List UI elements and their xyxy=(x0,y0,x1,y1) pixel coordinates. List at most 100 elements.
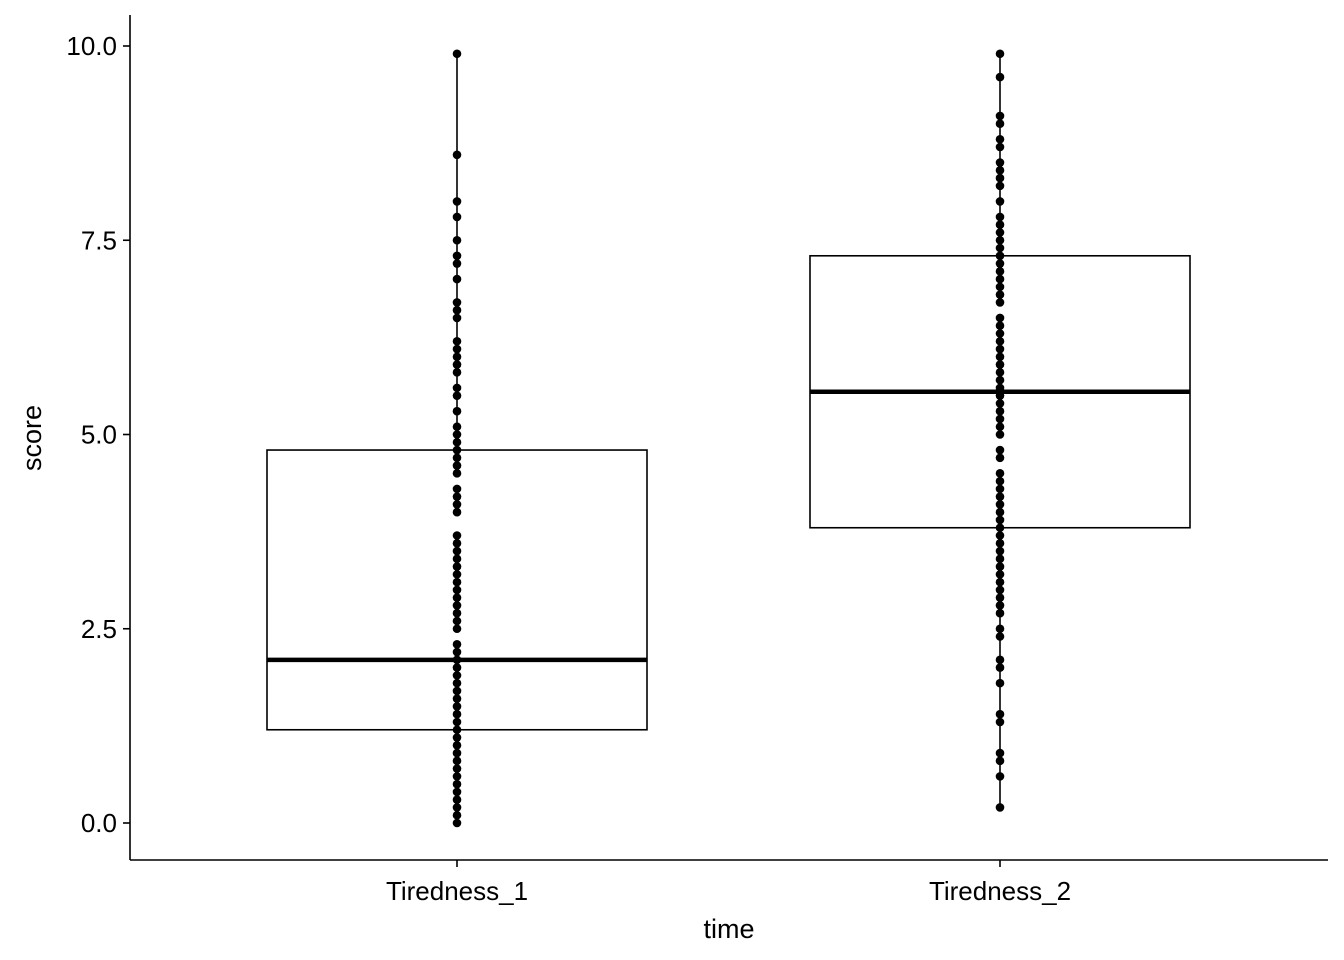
data-point-tiredness-1 xyxy=(452,484,462,494)
data-point-tiredness-2 xyxy=(995,577,1005,587)
data-point-tiredness-1 xyxy=(452,336,462,346)
data-point-tiredness-2 xyxy=(995,321,1005,331)
data-point-tiredness-2 xyxy=(995,134,1005,144)
data-point-tiredness-1 xyxy=(452,554,462,564)
y-axis-title: score xyxy=(17,405,47,471)
data-point-tiredness-2 xyxy=(995,632,1005,641)
data-point-tiredness-1 xyxy=(452,492,462,501)
data-point-tiredness-2 xyxy=(995,445,1005,455)
data-point-tiredness-1 xyxy=(452,678,462,688)
data-point-tiredness-1 xyxy=(452,368,462,377)
data-point-tiredness-1 xyxy=(452,577,462,587)
data-point-tiredness-1 xyxy=(452,251,462,261)
data-point-tiredness-2 xyxy=(995,655,1005,665)
data-point-tiredness-1 xyxy=(452,352,462,362)
data-point-tiredness-1 xyxy=(452,298,462,307)
data-point-tiredness-2 xyxy=(995,748,1005,758)
data-point-tiredness-1 xyxy=(452,810,462,820)
data-point-tiredness-2 xyxy=(995,72,1005,82)
data-point-tiredness-1 xyxy=(452,663,462,672)
x-ticks: Tiredness_1 Tiredness_2 xyxy=(386,860,1071,906)
data-point-tiredness-1 xyxy=(452,259,462,268)
data-point-tiredness-1 xyxy=(452,445,462,455)
data-point-tiredness-2 xyxy=(995,593,1005,602)
data-point-tiredness-2 xyxy=(995,158,1005,167)
data-point-tiredness-1 xyxy=(452,741,462,750)
data-point-tiredness-2 xyxy=(995,406,1005,416)
data-point-tiredness-1 xyxy=(452,570,462,579)
data-point-tiredness-2 xyxy=(995,375,1005,385)
data-point-tiredness-1 xyxy=(452,733,462,742)
data-point-tiredness-1 xyxy=(452,437,462,447)
data-point-tiredness-1 xyxy=(452,779,462,789)
data-point-tiredness-2 xyxy=(995,709,1005,719)
data-point-tiredness-1 xyxy=(452,725,462,735)
data-point-tiredness-2 xyxy=(995,523,1005,533)
data-point-tiredness-2 xyxy=(995,259,1005,268)
data-point-tiredness-2 xyxy=(995,507,1005,517)
data-point-tiredness-2 xyxy=(995,469,1005,478)
data-point-tiredness-1 xyxy=(452,391,462,400)
data-point-tiredness-1 xyxy=(452,748,462,758)
data-point-tiredness-1 xyxy=(452,235,462,245)
data-point-tiredness-1 xyxy=(452,150,462,160)
data-point-tiredness-2 xyxy=(995,142,1005,152)
data-point-tiredness-2 xyxy=(995,360,1005,369)
data-point-tiredness-2 xyxy=(995,772,1005,781)
data-point-tiredness-2 xyxy=(995,601,1005,610)
data-point-tiredness-2 xyxy=(995,220,1005,230)
data-point-tiredness-1 xyxy=(452,546,462,556)
data-point-tiredness-2 xyxy=(995,267,1005,276)
data-point-tiredness-1 xyxy=(452,383,462,393)
data-point-tiredness-2 xyxy=(995,562,1005,571)
data-point-tiredness-1 xyxy=(452,422,462,432)
data-point-tiredness-1 xyxy=(452,274,462,284)
x-tick-label: Tiredness_2 xyxy=(929,876,1071,906)
data-point-tiredness-1 xyxy=(452,647,462,657)
data-point-tiredness-2 xyxy=(995,430,1005,439)
data-point-tiredness-1 xyxy=(452,461,462,470)
data-point-tiredness-2 xyxy=(995,414,1005,424)
x-axis-title: time xyxy=(703,914,754,944)
data-point-tiredness-1 xyxy=(452,49,462,59)
data-point-tiredness-1 xyxy=(452,702,462,711)
data-point-tiredness-2 xyxy=(995,49,1005,59)
points-layer xyxy=(452,49,1005,828)
data-point-tiredness-1 xyxy=(452,709,462,719)
data-point-tiredness-2 xyxy=(995,298,1005,307)
data-point-tiredness-2 xyxy=(995,500,1005,509)
data-point-tiredness-1 xyxy=(452,430,462,439)
data-point-tiredness-1 xyxy=(452,212,462,222)
data-point-tiredness-2 xyxy=(995,344,1005,354)
data-point-tiredness-2 xyxy=(995,391,1005,400)
data-point-tiredness-2 xyxy=(995,336,1005,346)
data-point-tiredness-2 xyxy=(995,352,1005,362)
data-point-tiredness-2 xyxy=(995,624,1005,634)
data-point-tiredness-2 xyxy=(995,803,1005,812)
data-point-tiredness-2 xyxy=(995,166,1005,175)
data-point-tiredness-1 xyxy=(452,305,462,315)
y-tick-label: 0.0 xyxy=(81,808,117,838)
data-point-tiredness-1 xyxy=(452,795,462,804)
data-point-tiredness-2 xyxy=(995,422,1005,432)
data-point-tiredness-2 xyxy=(995,678,1005,688)
data-point-tiredness-1 xyxy=(452,406,462,416)
data-point-tiredness-2 xyxy=(995,111,1005,121)
data-point-tiredness-1 xyxy=(452,344,462,354)
data-point-tiredness-2 xyxy=(995,235,1005,245)
data-point-tiredness-1 xyxy=(452,531,462,540)
data-point-tiredness-1 xyxy=(452,616,462,626)
data-point-tiredness-2 xyxy=(995,119,1005,128)
data-point-tiredness-1 xyxy=(452,585,462,595)
data-point-tiredness-2 xyxy=(995,197,1005,206)
y-tick-label: 7.5 xyxy=(81,225,117,255)
data-point-tiredness-2 xyxy=(995,663,1005,672)
data-point-tiredness-2 xyxy=(995,756,1005,766)
data-point-tiredness-2 xyxy=(995,531,1005,540)
data-point-tiredness-2 xyxy=(995,243,1005,253)
data-point-tiredness-2 xyxy=(995,329,1005,338)
y-tick-label: 2.5 xyxy=(81,614,117,644)
data-point-tiredness-2 xyxy=(995,173,1005,183)
data-point-tiredness-1 xyxy=(452,197,462,206)
